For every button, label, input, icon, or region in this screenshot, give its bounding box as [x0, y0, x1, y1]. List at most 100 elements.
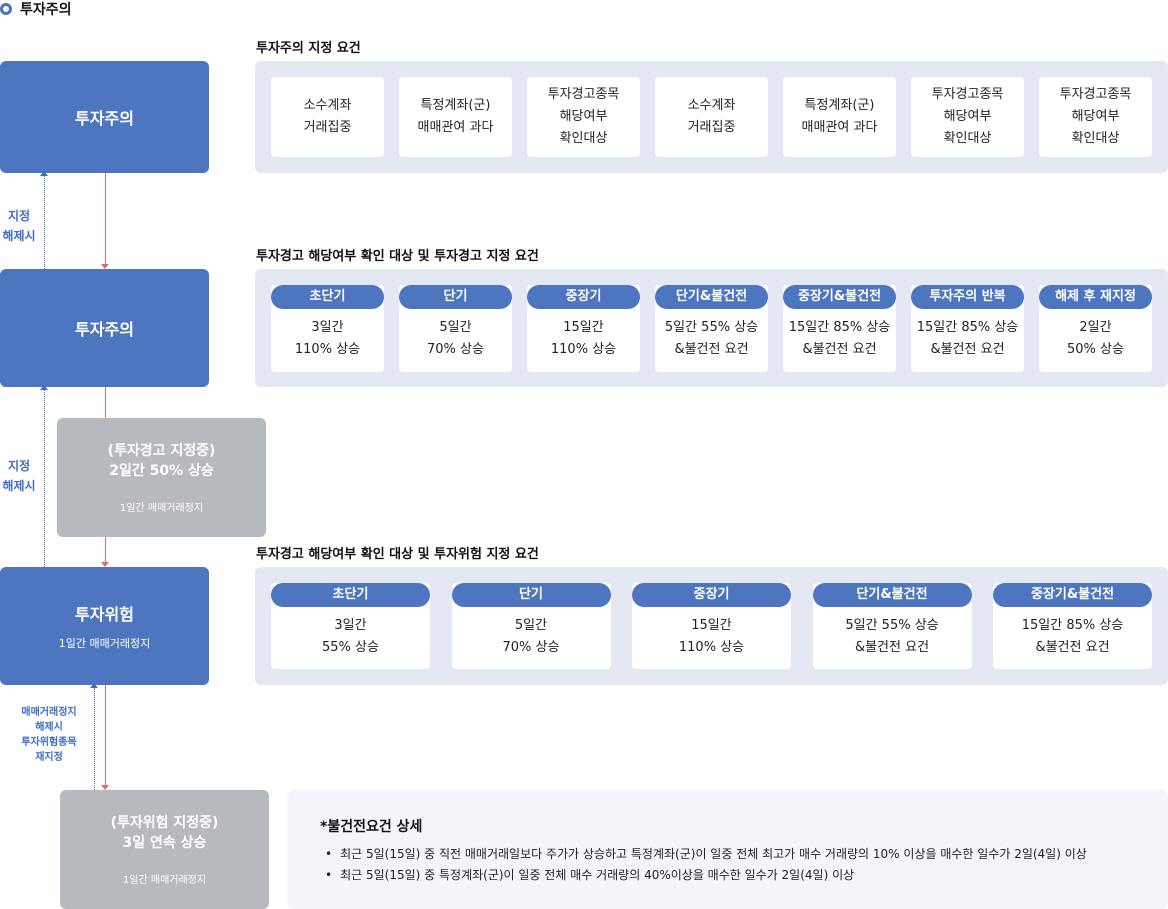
criteria-line: 특정계좌(군)	[804, 98, 875, 113]
criteria-card: 단기 5일간 70% 상승	[451, 583, 611, 669]
criteria-card: 해제 후 재지정 2일간 50% 상승	[1039, 285, 1152, 372]
criteria-pill-label: 단기&불건전	[655, 285, 768, 309]
criteria-card: 중장기&불건전 15일간 85% 상승 &불건전 요건	[993, 583, 1152, 669]
criteria-card: 특정계좌(군) 매매관여 과다	[783, 77, 896, 157]
criteria-card: 중장기 15일간 110% 상승	[527, 285, 640, 372]
criteria-line: 50% 상승	[1067, 342, 1124, 357]
criteria-line: 거래집중	[687, 120, 736, 135]
unfair-criteria-note: *불건전요건 상세 최근 5일(15일) 중 직전 매매거래일보다 주가가 상승…	[287, 790, 1168, 909]
criteria-line: 투자경고종목	[1059, 87, 1132, 102]
criteria-card-body: 15일간 110% 상승	[527, 317, 640, 361]
criteria-card-body: 15일간 85% 상승 &불건전 요건	[783, 317, 896, 361]
criteria-card: 투자주의 반복 15일간 85% 상승 &불건전 요건	[911, 285, 1024, 372]
criteria-line: 소수계좌	[303, 98, 352, 113]
section-title-caution-criteria: 투자주의 지정 요건	[256, 41, 361, 56]
criteria-card: 초단기 3일간 55% 상승	[271, 583, 430, 669]
designation-connector-1	[105, 173, 106, 265]
criteria-card-body: 3일간 55% 상승	[271, 615, 430, 659]
criteria-line: 2일간	[1079, 320, 1112, 335]
criteria-line: 매매관여 과다	[417, 120, 494, 135]
gray-box-line1: (투자경고 지정중)	[107, 443, 216, 459]
criteria-line: 투자경고종목	[931, 87, 1004, 102]
criteria-pill-label: 해제 후 재지정	[1039, 285, 1152, 309]
note-item: 최근 5일(15일) 중 특정계좌(군)이 일중 전체 매수 거래량의 40%이…	[325, 865, 1087, 886]
flow-box-warning-designated: (투자경고 지정중) 2일간 50% 상승 1일간 매매거래정지	[57, 418, 266, 537]
page-header: 투자주의	[0, 0, 72, 18]
arrow-up-icon	[40, 385, 48, 390]
flow-box-title: 투자주의	[75, 320, 134, 339]
release-label-1: 지정 해제시	[0, 206, 38, 246]
section-title-warning-criteria: 투자경고 해당여부 확인 대상 및 투자경고 지정 요건	[256, 249, 539, 264]
arrow-up-icon	[90, 683, 98, 688]
release-label-line: 재지정	[35, 752, 63, 763]
gray-box-line2: 3일 연속 상승	[122, 835, 207, 851]
criteria-line: 3일간	[311, 320, 344, 335]
designation-connector-2a	[105, 387, 106, 418]
criteria-line: 5일간 55% 상승	[845, 618, 939, 633]
criteria-pill-label: 단기	[399, 285, 512, 309]
criteria-line: 매매관여 과다	[801, 120, 878, 135]
gray-box-subtitle: 1일간 매매거래정지	[122, 875, 207, 886]
criteria-card-body: 3일간 110% 상승	[271, 317, 384, 361]
criteria-card-body: 15일간 85% 상승 &불건전 요건	[911, 317, 1024, 361]
section-title-risk-criteria: 투자경고 해당여부 확인 대상 및 투자위험 지정 요건	[256, 547, 539, 562]
gray-box-subtitle: 1일간 매매거래정지	[119, 503, 204, 514]
criteria-line: 확인대상	[1071, 131, 1120, 146]
arrow-down-icon	[101, 785, 109, 790]
note-list: 최근 5일(15일) 중 직전 매매거래일보다 주가가 상승하고 특정계좌(군)…	[325, 844, 1087, 886]
criteria-line: 5일간	[439, 320, 472, 335]
release-label-line: 지정	[7, 209, 31, 223]
criteria-line: 15일간 85% 상승	[788, 320, 891, 335]
release-label-2: 지정 해제시	[0, 456, 38, 496]
flow-box-subtitle: 1일간 매매거래정지	[58, 637, 151, 650]
criteria-line: 확인대상	[943, 131, 992, 146]
page-title: 투자주의	[20, 2, 72, 18]
criteria-card: 중장기 15일간 110% 상승	[632, 583, 791, 669]
release-label-3: 매매거래정지 해제시 투자위험종목 재지정	[8, 705, 90, 765]
criteria-card: 단기 5일간 70% 상승	[399, 285, 512, 372]
flow-box-investment-caution-1: 투자주의	[0, 61, 209, 173]
criteria-line: 70% 상승	[427, 342, 484, 357]
flow-box-investment-caution-2: 투자주의	[0, 269, 209, 387]
criteria-pill-label: 중장기	[632, 583, 791, 607]
criteria-line: 110% 상승	[294, 342, 361, 357]
criteria-pill-label: 단기	[451, 583, 611, 607]
flow-box-risk-designated: (투자위험 지정중) 3일 연속 상승 1일간 매매거래정지	[60, 790, 269, 909]
criteria-line: 55% 상승	[322, 640, 379, 655]
criteria-pill-label: 중장기&불건전	[783, 285, 896, 309]
criteria-card-body: 2일간 50% 상승	[1039, 317, 1152, 361]
designation-connector-2b	[105, 537, 106, 563]
release-label-line: 지정	[7, 459, 31, 473]
gray-box-line2: 2일간 50% 상승	[109, 463, 214, 479]
criteria-line: 5일간 55% 상승	[664, 320, 759, 335]
flow-box-title: 투자주의	[75, 109, 134, 128]
criteria-line: 거래집중	[303, 120, 352, 135]
gray-box-line1: (투자위험 지정중)	[110, 815, 219, 831]
arrow-down-icon	[101, 264, 109, 269]
criteria-card-body: 5일간 55% 상승 &불건전 요건	[813, 615, 972, 659]
criteria-line: 해당여부	[559, 109, 608, 124]
criteria-card-body: 5일간 70% 상승	[399, 317, 512, 361]
note-item: 최근 5일(15일) 중 직전 매매거래일보다 주가가 상승하고 특정계좌(군)…	[325, 844, 1087, 865]
criteria-line: 15일간 85% 상승	[1021, 618, 1124, 633]
criteria-card-body: 15일간 85% 상승 &불건전 요건	[993, 615, 1152, 659]
criteria-line: 특정계좌(군)	[420, 98, 491, 113]
criteria-line: 확인대상	[559, 131, 608, 146]
criteria-card: 투자경고종목 해당여부 확인대상	[1039, 77, 1152, 157]
criteria-line: 15일간	[691, 618, 732, 633]
criteria-pill-label: 초단기	[271, 285, 384, 309]
criteria-card: 소수계좌 거래집중	[655, 77, 768, 157]
release-connector-2	[44, 390, 45, 567]
note-title: *불건전요건 상세	[320, 819, 423, 835]
criteria-line: 투자경고종목	[547, 87, 620, 102]
criteria-card: 특정계좌(군) 매매관여 과다	[399, 77, 512, 157]
criteria-pill-label: 초단기	[271, 583, 430, 607]
criteria-line: &불건전 요건	[674, 342, 749, 357]
release-label-line: 해제시	[2, 229, 36, 243]
release-label-line: 매매거래정지	[21, 707, 77, 718]
criteria-line: 5일간	[514, 618, 548, 633]
circle-bullet-icon	[0, 3, 12, 15]
criteria-line: 15일간 85% 상승	[916, 320, 1019, 335]
